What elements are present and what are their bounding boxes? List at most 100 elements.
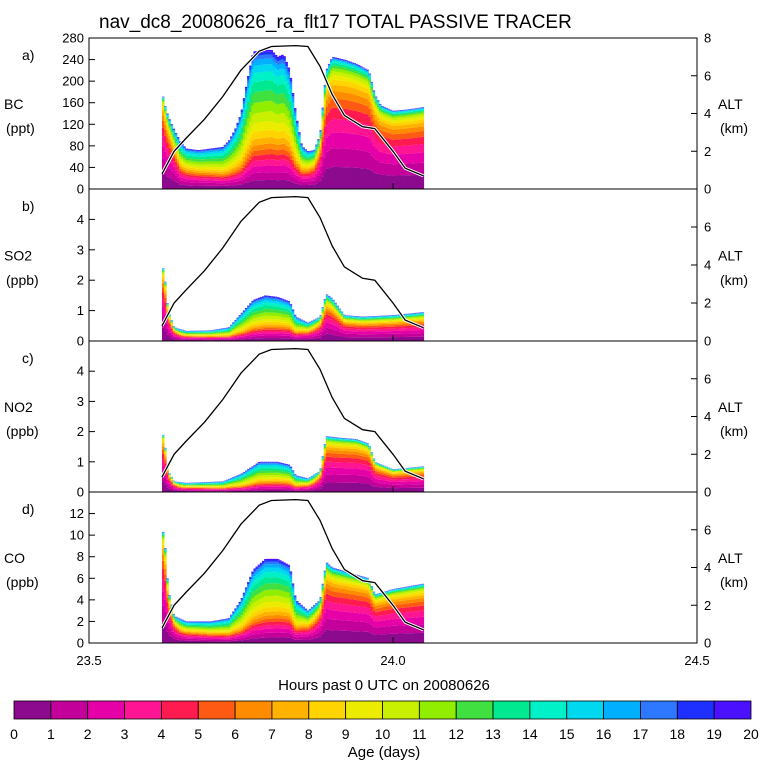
age-band-segment: [398, 133, 401, 140]
age-band-segment: [168, 121, 171, 123]
age-band-segment: [379, 114, 382, 118]
age-band-segment: [225, 172, 229, 175]
age-band-segment: [338, 72, 342, 77]
age-band-segment: [383, 119, 386, 124]
age-band-segment: [164, 307, 167, 314]
age-band-segment: [196, 332, 199, 334]
age-band-segment: [323, 94, 327, 98]
age-band-segment: [342, 59, 346, 61]
age-band-segment: [251, 173, 254, 181]
age-band-segment: [268, 148, 271, 155]
age-band-segment: [396, 328, 399, 331]
age-band-segment: [255, 303, 259, 306]
age-band-segment: [402, 330, 405, 334]
age-band-segment: [234, 171, 237, 175]
age-band-segment: [255, 145, 259, 151]
age-band-segment: [374, 327, 378, 330]
age-band-segment: [389, 163, 393, 176]
age-band-segment: [353, 88, 357, 95]
age-band-segment: [161, 453, 165, 460]
age-band-segment: [385, 110, 388, 112]
age-band-segment: [213, 169, 216, 172]
age-band-segment: [419, 109, 422, 111]
age-band-segment: [315, 164, 318, 168]
age-band-segment: [379, 151, 382, 163]
age-band-segment: [315, 149, 318, 151]
age-band-segment: [285, 330, 288, 332]
age-band-segment: [347, 317, 350, 319]
age-band-segment: [161, 115, 165, 121]
age-band-segment: [251, 334, 254, 337]
age-band-segment: [236, 333, 239, 335]
age-band-segment: [366, 323, 369, 325]
age-band-segment: [325, 115, 329, 126]
age-band-segment: [340, 316, 344, 318]
age-band-segment: [300, 329, 303, 331]
age-band-segment: [283, 165, 286, 173]
age-band-segment: [323, 299, 327, 301]
age-band-segment: [370, 82, 374, 84]
age-band-segment: [270, 296, 274, 297]
age-band-segment: [266, 90, 269, 102]
age-band-segment: [402, 328, 405, 331]
age-band-segment: [270, 50, 274, 52]
age-band-segment: [272, 180, 276, 189]
age-band-segment: [359, 324, 363, 326]
age-band-segment: [200, 153, 203, 155]
age-band-segment: [336, 68, 339, 72]
age-band-segment: [400, 113, 403, 115]
age-band-segment: [215, 335, 218, 336]
age-band-segment: [185, 164, 188, 168]
age-band-segment: [391, 112, 395, 114]
age-band-segment: [413, 137, 416, 145]
age-band-segment: [364, 317, 367, 319]
age-band-segment: [361, 331, 365, 335]
age-band-segment: [310, 172, 314, 175]
age-band-segment: [398, 322, 401, 324]
age-band-segment: [225, 335, 229, 337]
age-band-segment: [406, 336, 410, 341]
age-band-segment: [185, 160, 188, 163]
age-band-segment: [176, 139, 180, 141]
age-band-segment: [217, 153, 220, 156]
age-band-segment: [347, 61, 350, 63]
age-band-segment: [353, 73, 357, 76]
age-band-segment: [389, 317, 393, 318]
age-band-segment: [319, 149, 322, 153]
age-band-segment: [321, 112, 325, 115]
age-band-segment: [355, 318, 359, 319]
age-band-segment: [413, 127, 416, 133]
age-band-segment: [219, 173, 222, 176]
age-band-segment: [264, 329, 267, 332]
age-band-segment: [336, 309, 339, 311]
age-band-segment: [334, 325, 337, 331]
age-band-segment: [410, 116, 414, 119]
age-band-segment: [381, 333, 384, 338]
age-band-segment: [221, 169, 225, 172]
age-band-segment: [170, 124, 173, 126]
age-band-segment: [251, 140, 254, 148]
age-band-segment: [270, 148, 274, 155]
age-band-segment: [344, 326, 348, 329]
age-band-segment: [242, 324, 246, 327]
age-band-segment: [393, 319, 397, 321]
age-band-segment: [285, 107, 288, 117]
age-band-segment: [210, 176, 214, 179]
age-band-segment: [342, 320, 346, 322]
age-band-segment: [191, 179, 195, 183]
age-band-segment: [391, 154, 395, 165]
age-band-segment: [370, 320, 374, 322]
age-band-segment: [213, 335, 216, 337]
units-label: (ppt): [6, 120, 35, 136]
age-band-segment: [264, 180, 267, 189]
age-band-segment: [279, 338, 282, 341]
age-band-segment: [183, 338, 186, 339]
age-band-segment: [349, 149, 352, 168]
age-band-segment: [287, 305, 291, 308]
age-band-segment: [319, 337, 322, 341]
age-band-segment: [302, 185, 305, 189]
age-band-segment: [257, 131, 261, 139]
age-band-segment: [217, 169, 220, 172]
age-band-segment: [374, 325, 378, 328]
age-band-segment: [276, 123, 280, 132]
